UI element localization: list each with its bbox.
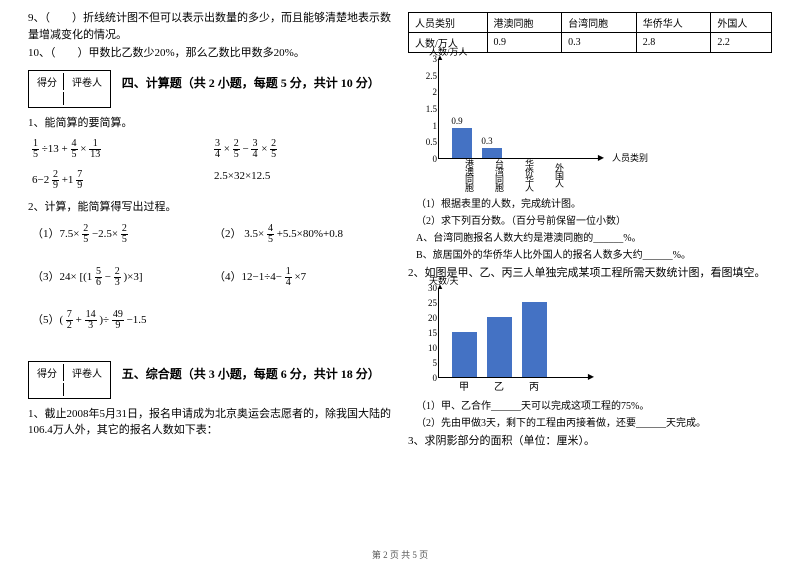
q5-1: 1、截止2008年5月31日，报名申请成为北京奥运会志愿者的，除我国大陆的106… (28, 406, 392, 439)
calc-1a: 15 ÷13 + 45 × 113 (28, 137, 210, 162)
calc-2-1: （1）7.5× 25 −2.5× 25 (28, 222, 210, 247)
r-q2b: B、旅居国外的华侨华人比外国人的报名人数多大约______%。 (416, 248, 772, 263)
question-10: 10、（ ）甲数比乙数少20%，那么乙数比甲数多20%。 (28, 45, 392, 62)
table-row: 人员类别 港澳同胞 台湾同胞 华侨华人 外国人 (409, 13, 772, 33)
score-box-5: 得分 评卷人 (28, 361, 111, 399)
calc2-row-1: （1）7.5× 25 −2.5× 25 （2） 3.5× 45 +5.5×80%… (28, 222, 392, 247)
chart-2: 302520151050▲▶天数/天甲乙丙 (438, 288, 772, 393)
bar (487, 317, 512, 377)
section-4-title: 四、计算题（共 2 小题，每题 5 分，共计 10 分） (122, 76, 380, 90)
page-footer: 第 2 页 共 5 页 (0, 548, 800, 561)
bar (452, 332, 477, 377)
page: 9、（ ）折线统计图不但可以表示出数量的多少，而且能够清楚地表示数量增减变化的情… (0, 0, 800, 540)
r-2-1: （1）甲、乙合作______天可以完成这项工程的75%。 (416, 399, 772, 414)
chart-1: 32.521.510.50▲▶人数/万人人员类别0.90.3港澳同胞台湾同胞华侨… (438, 59, 772, 191)
calc-row-2: 6−2 29 +1 79 2.5×32×12.5 (28, 168, 392, 193)
left-column: 9、（ ）折线统计图不但可以表示出数量的多少，而且能够清楚地表示数量增减变化的情… (20, 8, 400, 540)
right-column: 人员类别 港澳同胞 台湾同胞 华侨华人 外国人 人数/万人 0.9 0.3 2.… (400, 8, 780, 540)
calc1-title: 1、能简算的要简算。 (28, 115, 392, 132)
bar (522, 302, 547, 377)
grader-label: 评卷人 (66, 73, 108, 90)
r-q1: （1）根据表里的人数，完成统计图。 (416, 197, 772, 212)
question-9: 9、（ ）折线统计图不但可以表示出数量的多少，而且能够清楚地表示数量增减变化的情… (28, 10, 392, 43)
calc2-row-2: （3）24× [(1 56 − 23 )×3] （4）12−1÷4− 14 ×7 (28, 265, 392, 290)
r-2-2: （2）先由甲做3天，剩下的工程由丙接着做，还要______天完成。 (416, 416, 772, 431)
r-q2: （2）求下列百分数。（百分号前保留一位小数） (416, 214, 772, 229)
r-2: 2、如图是甲、乙、丙三人单独完成某项工程所需天数统计图，看图填空。 (408, 265, 772, 282)
calc-1b: 34 × 25 − 34 × 25 (210, 137, 392, 162)
bar (482, 148, 502, 158)
r-q2a: A、台湾同胞报名人数大约是港澳同胞的______%。 (416, 231, 772, 246)
score-label: 得分 (31, 73, 64, 90)
bar (452, 128, 472, 158)
calc-2-2: （2） 3.5× 45 +5.5×80%+0.8 (210, 222, 392, 247)
calc-1d: 2.5×32×12.5 (210, 168, 392, 193)
calc-2-5: （5）( 72 + 143 )÷ 499 −1.5 (28, 308, 210, 333)
grader-label: 评卷人 (66, 364, 108, 381)
calc-1c: 6−2 29 +1 79 (28, 168, 210, 193)
score-label: 得分 (31, 364, 64, 381)
calc2-row-3: （5）( 72 + 143 )÷ 499 −1.5 (28, 308, 392, 333)
r-3: 3、求阴影部分的面积（单位：厘米）。 (408, 433, 772, 450)
calc-2-3: （3）24× [(1 56 − 23 )×3] (28, 265, 210, 290)
calc-2-4: （4）12−1÷4− 14 ×7 (210, 265, 392, 290)
calc2-title: 2、计算，能简算得写出过程。 (28, 199, 392, 216)
section-5-title: 五、综合题（共 3 小题，每题 6 分，共计 18 分） (122, 367, 380, 381)
calc-row-1: 15 ÷13 + 45 × 113 34 × 25 − 34 × 25 (28, 137, 392, 162)
score-box-4: 得分 评卷人 (28, 70, 111, 108)
